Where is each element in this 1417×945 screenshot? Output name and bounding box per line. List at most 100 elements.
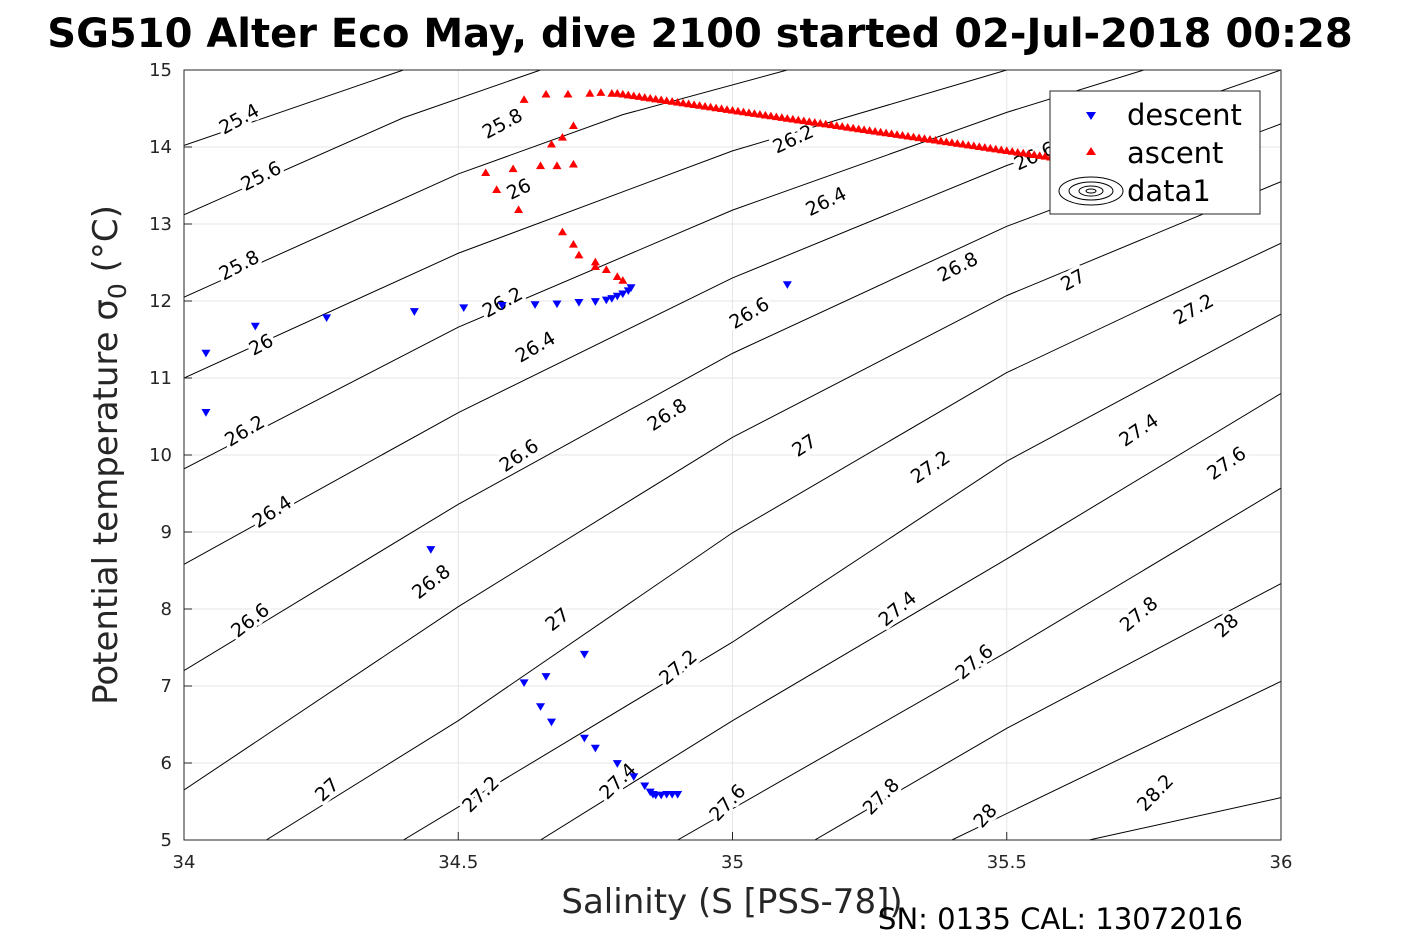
contour-line-25-4 xyxy=(184,70,404,146)
ascent-point xyxy=(985,143,995,152)
x-tick-label: 35.5 xyxy=(987,852,1027,873)
ascent-point xyxy=(865,126,875,134)
ascent-point xyxy=(936,136,946,145)
ascent-point xyxy=(568,121,578,130)
ascent-point xyxy=(552,161,562,170)
descent-point xyxy=(612,292,622,301)
contour-line-28 xyxy=(951,680,1281,840)
ascent-point xyxy=(1040,152,1050,160)
ascent-point xyxy=(673,97,683,106)
ascent-point xyxy=(952,139,962,147)
y-tick-label: 10 xyxy=(149,445,172,466)
ascent-point xyxy=(826,120,836,129)
ascent-point xyxy=(881,128,891,137)
x-axis: 34 34.5 35 35.5 36 xyxy=(173,832,1293,873)
legend-ascent-label: ascent xyxy=(1127,136,1223,170)
contour-line-26-8 xyxy=(184,181,1281,791)
ascent-point xyxy=(706,102,716,111)
ascent-point xyxy=(640,93,650,101)
ascent-point xyxy=(492,185,502,193)
ascent-point xyxy=(876,127,886,136)
ascent-point xyxy=(557,227,567,236)
grid xyxy=(183,69,1282,841)
x-tick-label: 34.5 xyxy=(438,852,478,873)
ascent-point xyxy=(898,131,908,139)
x-tick-label: 34 xyxy=(173,852,196,873)
ascent-point xyxy=(563,89,573,98)
ascent-point xyxy=(618,276,628,284)
contour-line-27-6 xyxy=(677,487,1281,840)
ascent-point xyxy=(837,122,847,130)
descent-point xyxy=(607,295,617,303)
ascent-point xyxy=(623,90,633,99)
descent-point xyxy=(579,734,589,743)
ascent-point xyxy=(788,114,798,123)
y-tick-label: 14 xyxy=(149,137,172,158)
ascent-point xyxy=(925,135,935,143)
ascent-point xyxy=(1024,149,1034,158)
descent-point xyxy=(409,308,419,316)
ascent-point xyxy=(859,125,869,134)
ascent-point xyxy=(996,145,1006,154)
ascent-point xyxy=(930,135,940,144)
ascent-point xyxy=(618,89,628,98)
descent-point xyxy=(612,760,622,768)
ascent-point xyxy=(1002,146,1012,155)
ascent-point xyxy=(536,161,546,170)
descent-point xyxy=(574,298,584,307)
y-axis-label-text: Potential temperature σ xyxy=(86,299,126,705)
y-axis-label-unit: (°C) xyxy=(86,205,126,283)
ascent-point xyxy=(963,140,973,149)
descent-point xyxy=(541,673,551,681)
chart-title: SG510 Alter Eco May, dive 2100 started 0… xyxy=(47,11,1352,57)
ascent-point xyxy=(717,104,727,113)
ascent-point xyxy=(887,129,897,138)
ascent-point xyxy=(541,89,551,98)
legend-ascent-marker xyxy=(1086,147,1096,155)
descent-point xyxy=(536,703,546,711)
y-tick-label: 8 xyxy=(161,599,172,620)
contour-line-27-8 xyxy=(814,583,1281,840)
data-points xyxy=(201,88,1078,800)
descent-point xyxy=(673,790,683,799)
ascent-point xyxy=(1029,150,1039,159)
ascent-point xyxy=(749,109,759,117)
x-tick-label: 36 xyxy=(1270,852,1293,873)
descent-point xyxy=(579,650,589,659)
contour-line-26 xyxy=(184,70,1007,379)
contour-line-27-4 xyxy=(540,392,1281,840)
ascent-point xyxy=(733,106,743,115)
ascent-point xyxy=(695,101,705,109)
descent-point xyxy=(497,302,507,310)
ascent-point xyxy=(651,94,661,103)
ascent-point xyxy=(656,95,666,104)
ascent-point xyxy=(832,121,842,129)
descent-point xyxy=(552,300,562,309)
ascent-point xyxy=(843,122,853,131)
ascent-point xyxy=(804,117,814,125)
x-axis-label: Salinity (S [PSS-78]) xyxy=(561,882,902,922)
ascent-point xyxy=(958,139,968,148)
legend: descent ascent data1 xyxy=(1049,90,1261,215)
ascent-point xyxy=(947,138,957,146)
ascent-point xyxy=(815,118,825,127)
y-tick-label: 7 xyxy=(161,676,172,697)
ascent-point xyxy=(766,111,776,120)
ascent-point xyxy=(667,97,677,105)
descent-point xyxy=(250,322,260,331)
descent-point xyxy=(201,349,211,358)
ascent-point xyxy=(810,118,820,126)
descent-point xyxy=(601,296,611,305)
y-tick-label: 9 xyxy=(161,522,172,543)
descent-point xyxy=(640,782,650,791)
contour-line-28-2 xyxy=(1088,797,1281,840)
ascent-point xyxy=(557,132,567,141)
ascent-point xyxy=(684,99,694,108)
contour-line-27 xyxy=(266,242,1281,840)
y-tick-label: 12 xyxy=(149,291,172,312)
ascent-point xyxy=(662,96,672,104)
ascent-point xyxy=(777,113,787,121)
ascent-point xyxy=(585,89,595,97)
ascent-point xyxy=(612,272,622,280)
ascent-point xyxy=(771,112,781,121)
